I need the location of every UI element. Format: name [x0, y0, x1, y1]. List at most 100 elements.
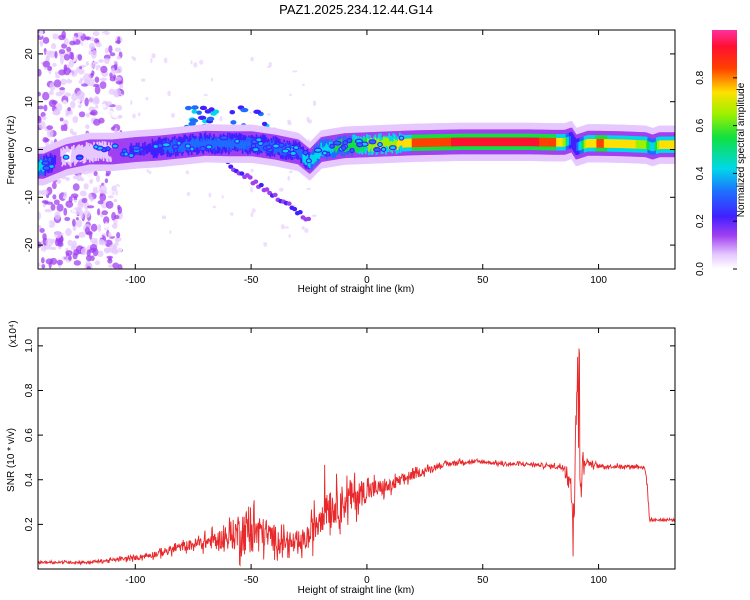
noise-blob: [133, 56, 136, 62]
ridge-segment: [564, 137, 567, 147]
ridge-segment: [256, 138, 259, 156]
ridge-blob: [289, 150, 297, 157]
ridge-segment: [69, 149, 72, 159]
noise-blob: [88, 42, 96, 51]
ridge-segment: [624, 139, 626, 149]
ridge-segment: [556, 138, 558, 147]
ridge-segment: [498, 137, 501, 147]
noise-blob: [92, 31, 100, 37]
ridge-segment: [602, 139, 605, 148]
noise-blob: [221, 194, 224, 199]
noise-blob: [85, 254, 92, 262]
ridge-segment: [430, 138, 433, 147]
noise-blob: [44, 138, 50, 142]
ridge-segment: [501, 137, 504, 147]
noise-blob: [88, 97, 94, 103]
ridge-segment: [90, 145, 92, 154]
ridge-segment: [610, 139, 612, 148]
ridge-segment: [529, 137, 532, 147]
branch-blob: [258, 182, 264, 188]
ridge-segment: [97, 147, 100, 157]
ridge-segment: [441, 137, 444, 147]
noise-blob: [288, 233, 291, 239]
noise-blob: [65, 250, 73, 256]
noise-blob: [59, 87, 66, 91]
ridge-blob: [329, 143, 335, 149]
noise-blob: [116, 55, 121, 60]
ridge-blob: [189, 146, 195, 152]
noise-blob: [83, 73, 91, 83]
ridge-segment: [667, 140, 670, 150]
noise-blob: [56, 103, 63, 112]
noise-blob: [81, 83, 88, 87]
noise-blob: [71, 218, 76, 227]
ridge-segment: [545, 137, 548, 147]
ridge-segment: [635, 140, 638, 149]
ridge-blob: [205, 144, 213, 150]
ridge-segment: [652, 142, 655, 152]
ridge-blob: [321, 150, 328, 156]
ridge-segment: [634, 139, 637, 149]
ridge-segment: [647, 141, 650, 150]
snr-xtick-label: 50: [477, 575, 489, 586]
ridge-segment: [541, 137, 543, 147]
ridge-segment: [466, 137, 469, 147]
noise-blob: [38, 262, 41, 268]
ridge-blob: [272, 143, 280, 149]
ridge-blob: [332, 140, 342, 146]
noise-blob: [103, 181, 110, 187]
ridge-segment: [442, 137, 445, 147]
spectrogram-ylabel: Frequency (Hz): [6, 116, 17, 185]
noise-blob: [95, 175, 101, 183]
ridge-segment: [407, 138, 410, 148]
ridge-segment: [185, 139, 188, 148]
ridge-segment: [605, 139, 608, 148]
ridge-blob: [184, 143, 192, 149]
ridge-segment: [418, 138, 420, 148]
noise-blob: [51, 181, 57, 190]
ridge-segment: [651, 142, 654, 152]
noise-blob: [53, 199, 60, 205]
ridge-segment: [489, 137, 491, 147]
ridge-segment: [96, 146, 99, 155]
branch-blob: [204, 109, 212, 114]
ridge-segment: [601, 139, 604, 148]
colorbar-label: Normalized spectral amplitude: [736, 82, 747, 217]
ridge-segment: [613, 139, 616, 148]
ridge-blob: [292, 145, 300, 151]
ridge-segment: [257, 142, 260, 152]
ridge-segment: [643, 140, 645, 149]
noise-blob: [85, 173, 94, 181]
ridge-segment: [142, 142, 144, 152]
noise-blob: [113, 88, 122, 97]
noise-blob: [85, 113, 90, 118]
ridge-segment: [190, 139, 193, 149]
noise-blob: [105, 36, 109, 43]
ridge-segment: [487, 137, 489, 147]
ridge-segment: [622, 139, 625, 149]
noise-blob: [50, 203, 56, 211]
noise-blob: [89, 36, 95, 42]
branch-blob: [286, 201, 292, 206]
branch-blob: [199, 105, 208, 111]
noise-blob: [115, 80, 123, 85]
noise-blob: [108, 256, 112, 261]
spectrogram-xtick-label: 0: [364, 275, 370, 286]
noise-blob: [204, 63, 207, 68]
noise-blob: [80, 210, 84, 219]
ridge-segment: [544, 137, 547, 147]
ridge-segment: [589, 138, 591, 148]
ridge-segment: [455, 137, 457, 147]
ridge-segment: [93, 147, 95, 156]
ridge-segment: [109, 147, 111, 157]
noise-blob: [45, 238, 54, 247]
ridge-segment: [573, 139, 575, 148]
branch-blob: [247, 175, 253, 180]
ridge-segment: [170, 142, 173, 151]
noise-blob: [54, 71, 59, 76]
ridge-segment: [512, 137, 515, 147]
branch-blob: [230, 120, 237, 125]
colorbar-tick-label: 0.8: [695, 70, 706, 84]
